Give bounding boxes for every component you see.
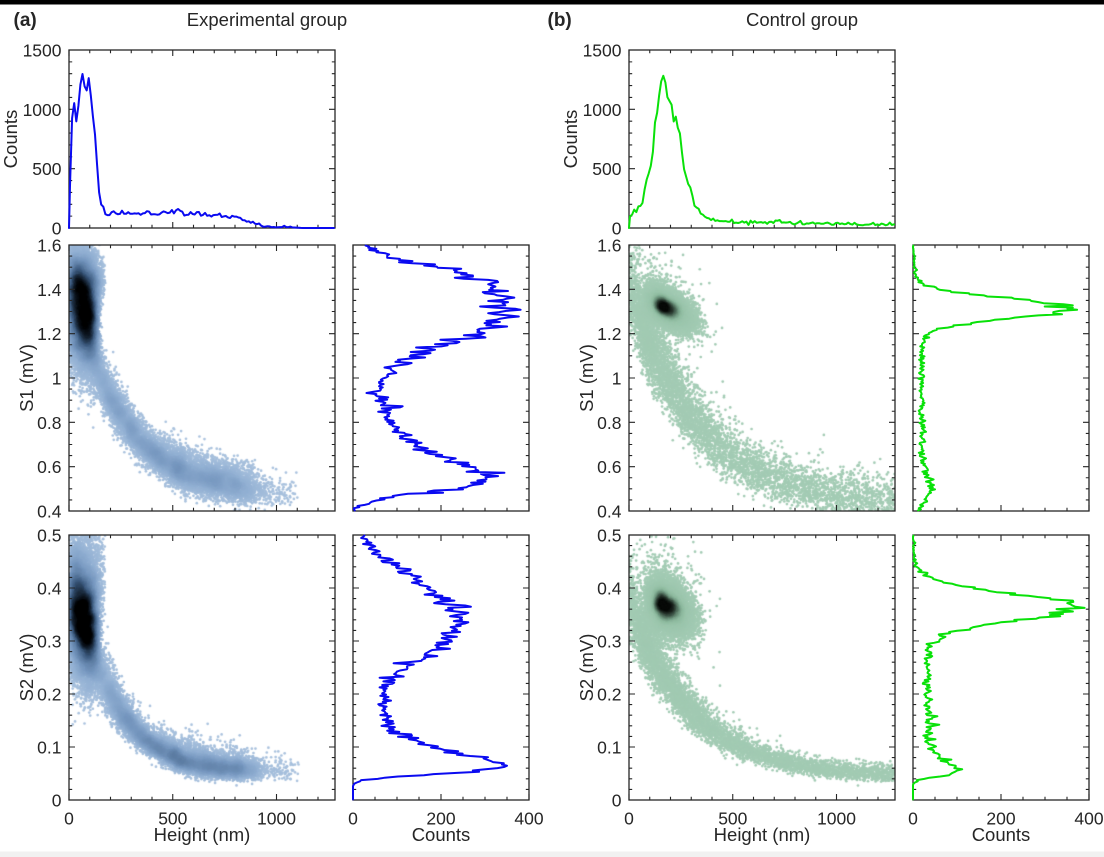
svg-text:Height (nm): Height (nm) xyxy=(714,824,811,845)
svg-text:Counts: Counts xyxy=(972,824,1031,845)
svg-text:0: 0 xyxy=(908,809,918,829)
svg-text:0: 0 xyxy=(612,791,622,811)
svg-text:1.6: 1.6 xyxy=(597,236,621,256)
svg-text:0: 0 xyxy=(612,219,622,239)
svg-text:1000: 1000 xyxy=(817,809,856,829)
svg-text:500: 500 xyxy=(718,809,747,829)
svg-text:1.2: 1.2 xyxy=(597,324,621,344)
svg-text:0.5: 0.5 xyxy=(597,526,621,546)
svg-text:1000: 1000 xyxy=(257,809,296,829)
svg-text:0: 0 xyxy=(348,809,358,829)
svg-text:0.4: 0.4 xyxy=(597,579,622,599)
svg-text:200: 200 xyxy=(986,809,1015,829)
svg-text:(b): (b) xyxy=(548,10,572,31)
svg-text:1.6: 1.6 xyxy=(37,236,61,256)
svg-text:0.4: 0.4 xyxy=(597,502,622,522)
svg-text:1.4: 1.4 xyxy=(37,280,62,300)
svg-text:S1 (mV): S1 (mV) xyxy=(576,344,597,412)
svg-text:0.3: 0.3 xyxy=(37,632,61,652)
svg-text:0: 0 xyxy=(624,809,634,829)
svg-text:500: 500 xyxy=(592,159,621,179)
svg-text:1.2: 1.2 xyxy=(37,324,61,344)
svg-text:0.2: 0.2 xyxy=(597,685,621,705)
svg-text:200: 200 xyxy=(426,809,455,829)
svg-text:0.4: 0.4 xyxy=(37,579,62,599)
svg-text:500: 500 xyxy=(158,809,187,829)
svg-text:1000: 1000 xyxy=(23,100,62,120)
svg-text:Height (nm): Height (nm) xyxy=(154,824,251,845)
svg-text:Counts: Counts xyxy=(560,110,581,169)
svg-text:(a): (a) xyxy=(14,10,37,31)
svg-text:0.6: 0.6 xyxy=(37,457,61,477)
svg-text:0.2: 0.2 xyxy=(37,685,61,705)
svg-text:Control group: Control group xyxy=(746,9,858,30)
svg-text:S2 (mV): S2 (mV) xyxy=(16,634,37,702)
svg-text:400: 400 xyxy=(514,809,543,829)
svg-text:1500: 1500 xyxy=(583,41,622,61)
svg-text:0.1: 0.1 xyxy=(37,738,61,758)
svg-text:0: 0 xyxy=(52,791,62,811)
svg-text:Experimental group: Experimental group xyxy=(187,9,347,30)
svg-text:0.4: 0.4 xyxy=(37,502,62,522)
svg-text:Counts: Counts xyxy=(0,110,21,169)
svg-text:0.5: 0.5 xyxy=(37,526,61,546)
svg-text:S1 (mV): S1 (mV) xyxy=(16,344,37,412)
svg-text:0: 0 xyxy=(52,219,62,239)
svg-text:0.6: 0.6 xyxy=(597,457,621,477)
svg-text:1.4: 1.4 xyxy=(597,280,622,300)
svg-text:Counts: Counts xyxy=(412,824,471,845)
svg-text:1: 1 xyxy=(52,369,62,389)
svg-text:0: 0 xyxy=(64,809,74,829)
svg-text:1: 1 xyxy=(612,369,622,389)
svg-text:0.8: 0.8 xyxy=(597,413,621,433)
svg-text:1500: 1500 xyxy=(23,41,62,61)
svg-text:0.3: 0.3 xyxy=(597,632,621,652)
svg-text:400: 400 xyxy=(1074,809,1103,829)
svg-text:1000: 1000 xyxy=(583,100,622,120)
svg-text:500: 500 xyxy=(32,159,61,179)
svg-text:0.8: 0.8 xyxy=(37,413,61,433)
svg-text:S2 (mV): S2 (mV) xyxy=(576,634,597,702)
svg-text:0.1: 0.1 xyxy=(597,738,621,758)
